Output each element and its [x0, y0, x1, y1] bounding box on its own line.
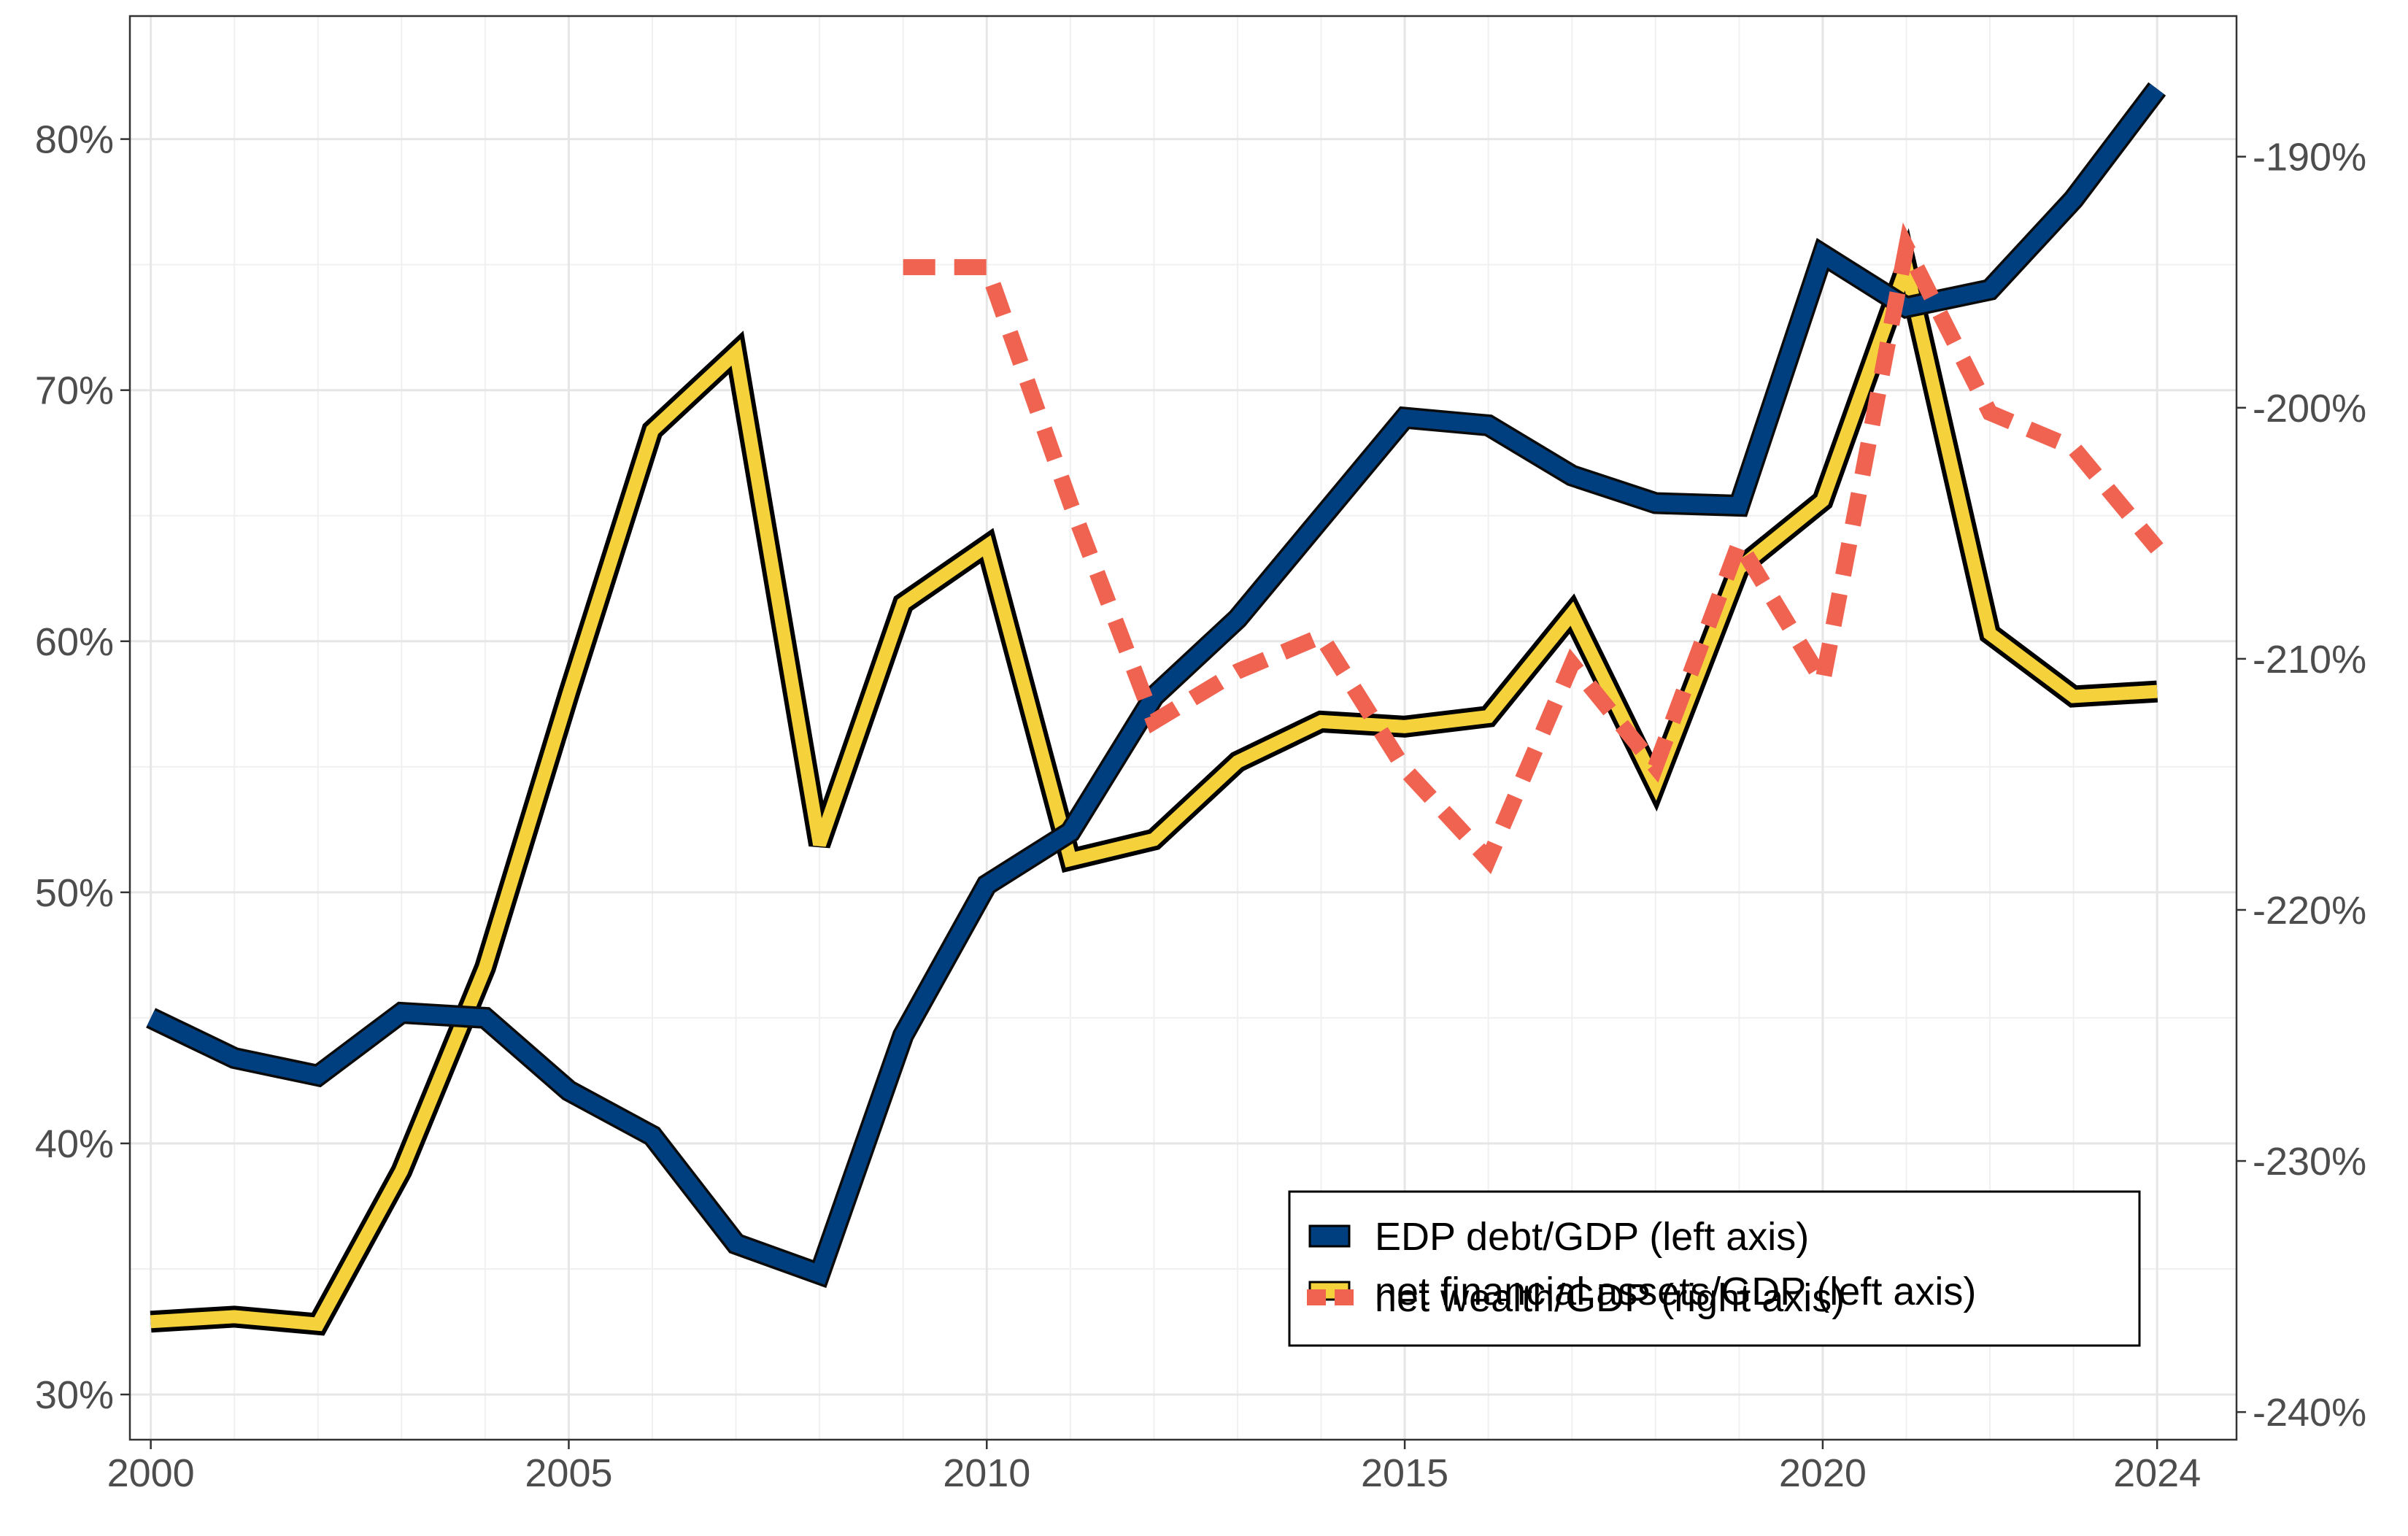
x-tick-label: 2020 [1779, 1451, 1867, 1495]
legend-swatch-debt [1308, 1224, 1351, 1248]
y-axis-left: 30% 40% 50% 60% 70% 80% [35, 118, 130, 1417]
y2-tick-label: -220% [2253, 889, 2366, 933]
series-edp-debt-gdp-line [147, 83, 2164, 1285]
y2-tick-label: -190% [2253, 136, 2366, 180]
y-tick-label: 30% [35, 1373, 114, 1417]
x-axis: 2000 2005 2010 2015 2020 2024 [107, 1440, 2201, 1495]
x-tick-label: 2015 [1361, 1451, 1448, 1495]
y-tick-label: 80% [35, 118, 114, 162]
series-layer [146, 82, 2166, 1336]
y2-tick-label: -200% [2253, 387, 2366, 431]
y-tick-label: 40% [35, 1122, 114, 1166]
y-tick-label: 60% [35, 620, 114, 664]
plot-border [128, 15, 2238, 1441]
legend-box [1288, 1190, 2141, 1347]
legend: EDP debt/GDP (left axis) net financial as… [1288, 1190, 2141, 1347]
x-tick-label: 2005 [525, 1451, 612, 1495]
y-tick-label: 70% [35, 369, 114, 413]
y-axis-right: -240% -230% -220% -210% -200% -190% [2237, 136, 2366, 1435]
series-net-wealth-gdp-line [903, 222, 2164, 875]
legend-label: EDP debt/GDP (left axis) [1375, 1215, 1809, 1259]
series-net-financial-assets-gdp-line [150, 244, 2158, 1332]
y2-tick-label: -230% [2253, 1140, 2366, 1184]
x-tick-label: 2010 [943, 1451, 1030, 1495]
legend-label: net financial assets/GDP (left axis) [1375, 1270, 1976, 1313]
y2-tick-label: -240% [2253, 1391, 2366, 1435]
legend-label: net wealth/GDP (right axis) [1375, 1276, 1845, 1320]
y2-tick-label: -210% [2253, 638, 2366, 682]
y-tick-label: 50% [35, 871, 114, 915]
x-tick-label: 2000 [107, 1451, 195, 1495]
x-tick-label: 2024 [2113, 1451, 2201, 1495]
